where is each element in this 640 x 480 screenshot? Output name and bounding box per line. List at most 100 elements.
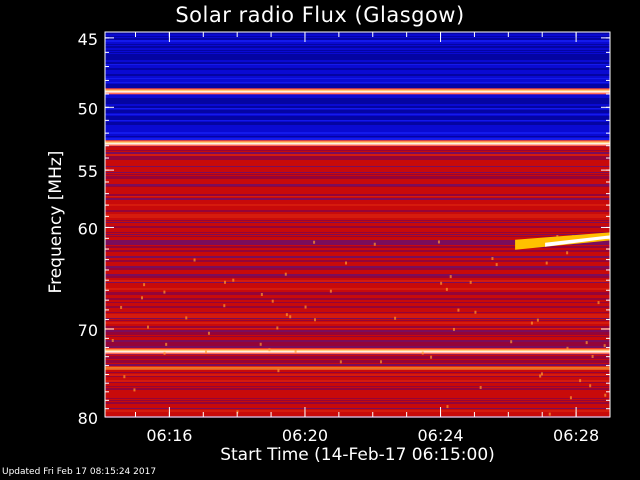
noise-stripe	[105, 136, 610, 137]
noise-stripe	[105, 320, 610, 321]
noise-spot	[394, 316, 397, 320]
noise-stripe	[105, 380, 610, 382]
noise-spot	[163, 290, 166, 294]
noise-stripe	[105, 74, 610, 76]
noise-stripe	[105, 400, 610, 401]
noise-spot	[289, 315, 292, 319]
noise-stripe	[105, 186, 610, 187]
noise-stripe	[105, 266, 610, 268]
noise-stripe	[105, 172, 610, 173]
noise-spot	[597, 301, 600, 305]
noise-spot	[536, 318, 539, 322]
noise-stripe	[105, 282, 610, 283]
noise-stripe	[105, 306, 610, 308]
noise-stripe	[105, 342, 610, 344]
noise-spot	[163, 351, 166, 355]
noise-stripe	[105, 268, 610, 270]
noise-spot	[479, 385, 482, 389]
noise-stripe	[105, 298, 610, 300]
noise-stripe	[105, 274, 610, 276]
noise-stripe	[105, 62, 610, 64]
noise-spot	[510, 340, 513, 344]
noise-stripe	[105, 82, 610, 83]
noise-stripe	[105, 410, 610, 412]
noise-stripe	[105, 240, 610, 242]
interference-line	[105, 348, 610, 355]
noise-spot	[271, 299, 274, 303]
noise-stripe	[105, 222, 610, 223]
noise-stripe	[105, 166, 610, 167]
noise-stripe	[105, 176, 610, 178]
noise-stripe	[105, 114, 610, 115]
noise-stripe	[105, 232, 610, 233]
noise-stripe	[105, 52, 610, 53]
noise-spot	[569, 396, 572, 400]
y-tick-label: 50	[78, 99, 98, 118]
x-axis-label: Start Time (14-Feb-17 06:15:00)	[220, 445, 495, 465]
noise-spot	[304, 305, 307, 309]
noise-stripe	[105, 216, 610, 218]
noise-stripe	[105, 86, 610, 88]
noise-stripe	[105, 152, 610, 154]
noise-stripe	[105, 372, 610, 373]
noise-stripe	[105, 196, 610, 197]
noise-stripe	[105, 198, 610, 200]
noise-stripe	[105, 124, 610, 125]
noise-spot	[260, 292, 263, 296]
noise-stripe	[105, 318, 610, 319]
noise-spot	[141, 296, 144, 300]
noise-spot	[585, 341, 588, 345]
noise-spot	[379, 360, 382, 364]
noise-spot	[548, 412, 551, 416]
noise-spot	[223, 304, 226, 308]
noise-stripe	[105, 314, 610, 316]
noise-spot	[491, 257, 494, 261]
noise-stripe	[105, 156, 610, 158]
noise-stripe	[105, 344, 610, 346]
noise-stripe	[105, 98, 610, 100]
noise-spot	[232, 278, 235, 282]
noise-stripe	[105, 174, 610, 175]
noise-stripe	[105, 38, 610, 40]
noise-spot	[540, 372, 543, 376]
axes: 06:16 06:20 06:24 06:28 45 50 55 60 70 80	[78, 30, 611, 445]
x-tick-label: 06:16	[146, 426, 192, 445]
noise-spot	[446, 405, 449, 409]
noise-spot	[223, 280, 226, 284]
noise-spot	[268, 348, 271, 352]
noise-stripe	[105, 376, 610, 377]
noise-stripe	[105, 356, 610, 358]
noise-stripe	[105, 84, 610, 86]
noise-spot	[440, 281, 443, 285]
noise-spot	[313, 240, 316, 244]
noise-stripe	[105, 336, 610, 337]
updated-timestamp: Updated Fri Feb 17 08:15:24 2017	[2, 467, 157, 477]
noise-spot	[452, 327, 455, 331]
noise-stripe	[105, 340, 610, 342]
noise-stripe	[105, 58, 610, 60]
noise-stripe	[105, 122, 610, 124]
noise-spot	[165, 342, 168, 346]
noise-stripe	[105, 214, 610, 216]
noise-stripe	[105, 362, 610, 363]
noise-stripe	[105, 276, 610, 278]
noise-spot	[146, 325, 149, 329]
noise-spot	[339, 360, 342, 364]
noise-stripe	[105, 106, 610, 108]
noise-stripe	[105, 358, 610, 359]
noise-spot	[123, 375, 126, 379]
noise-spot	[193, 258, 196, 262]
noise-stripe	[105, 46, 610, 48]
noise-stripe	[105, 256, 610, 258]
noise-stripe	[105, 36, 610, 37]
noise-spot	[313, 318, 316, 322]
noise-spot	[545, 261, 548, 265]
y-tick-label: 45	[78, 30, 98, 49]
noise-stripe	[105, 204, 610, 206]
noise-stripe	[105, 210, 610, 212]
noise-stripe	[105, 246, 610, 248]
noise-stripe	[105, 132, 610, 134]
noise-spot	[111, 339, 114, 343]
chart-title: Solar radio Flux (Glasgow)	[175, 3, 465, 27]
